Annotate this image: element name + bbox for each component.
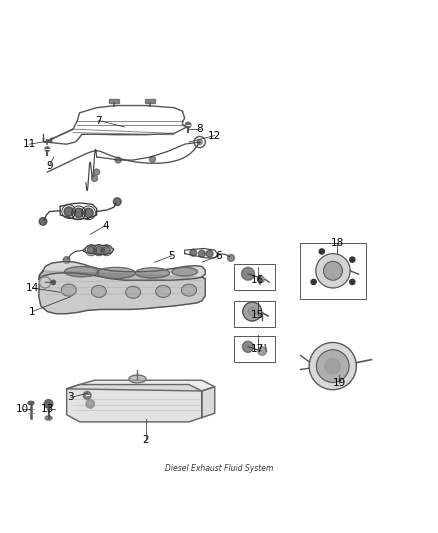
Circle shape <box>92 175 98 182</box>
Circle shape <box>198 250 205 257</box>
Text: 14: 14 <box>26 283 39 293</box>
Text: 12: 12 <box>208 131 221 141</box>
Ellipse shape <box>97 268 135 279</box>
Text: 16: 16 <box>251 275 264 285</box>
Polygon shape <box>39 271 205 314</box>
Text: 1: 1 <box>29 306 35 317</box>
Bar <box>234 264 275 290</box>
Circle shape <box>115 157 121 163</box>
Circle shape <box>86 400 95 408</box>
Text: 7: 7 <box>95 116 102 126</box>
Ellipse shape <box>172 268 198 276</box>
Text: Diesel Exhaust Fluid System: Diesel Exhaust Fluid System <box>165 464 273 473</box>
Circle shape <box>309 343 357 390</box>
Circle shape <box>228 254 234 261</box>
Text: 5: 5 <box>169 251 175 261</box>
Circle shape <box>45 147 49 151</box>
Bar <box>109 99 119 103</box>
Text: 8: 8 <box>196 124 203 134</box>
Ellipse shape <box>129 375 146 383</box>
Circle shape <box>350 279 355 285</box>
Circle shape <box>325 358 340 374</box>
Polygon shape <box>67 380 215 391</box>
Circle shape <box>190 249 197 256</box>
Ellipse shape <box>135 268 170 278</box>
Circle shape <box>319 249 325 254</box>
Polygon shape <box>202 386 215 417</box>
Circle shape <box>83 391 91 399</box>
Circle shape <box>44 400 53 408</box>
Bar <box>234 336 275 362</box>
Ellipse shape <box>45 416 52 420</box>
Text: 18: 18 <box>330 238 344 248</box>
Circle shape <box>324 261 343 280</box>
Text: 10: 10 <box>16 404 29 414</box>
Polygon shape <box>67 384 202 422</box>
Circle shape <box>149 156 155 162</box>
Ellipse shape <box>61 284 76 296</box>
Circle shape <box>95 246 102 254</box>
Circle shape <box>185 122 191 128</box>
Circle shape <box>102 246 110 254</box>
Text: 15: 15 <box>251 310 264 320</box>
Circle shape <box>74 208 83 217</box>
Text: 4: 4 <box>102 221 109 231</box>
Circle shape <box>63 256 70 263</box>
Ellipse shape <box>91 285 106 297</box>
Circle shape <box>258 276 264 283</box>
Circle shape <box>39 217 47 225</box>
Circle shape <box>197 140 202 144</box>
Text: 6: 6 <box>215 251 223 261</box>
Text: 9: 9 <box>46 160 53 171</box>
Text: 17: 17 <box>251 344 264 354</box>
Text: 13: 13 <box>41 404 54 414</box>
Ellipse shape <box>64 266 99 277</box>
Circle shape <box>316 350 349 382</box>
Circle shape <box>258 347 266 356</box>
Circle shape <box>241 268 254 280</box>
Circle shape <box>248 308 257 316</box>
Text: 2: 2 <box>143 435 149 446</box>
Circle shape <box>311 279 316 285</box>
Text: 19: 19 <box>332 378 346 388</box>
Circle shape <box>206 250 213 257</box>
Circle shape <box>243 302 262 321</box>
Ellipse shape <box>28 401 34 405</box>
Circle shape <box>316 254 350 288</box>
Ellipse shape <box>181 284 197 296</box>
Text: 3: 3 <box>67 392 74 402</box>
Circle shape <box>350 257 355 262</box>
Ellipse shape <box>155 285 171 297</box>
Bar <box>300 243 366 298</box>
Circle shape <box>87 246 95 254</box>
Circle shape <box>113 198 121 206</box>
Polygon shape <box>39 261 205 280</box>
Bar <box>145 99 155 103</box>
Circle shape <box>84 208 93 217</box>
Text: 11: 11 <box>23 139 36 149</box>
Ellipse shape <box>126 286 141 298</box>
Circle shape <box>64 207 74 216</box>
Circle shape <box>94 169 100 175</box>
Circle shape <box>51 280 56 285</box>
Bar <box>234 301 275 327</box>
Circle shape <box>242 341 254 352</box>
